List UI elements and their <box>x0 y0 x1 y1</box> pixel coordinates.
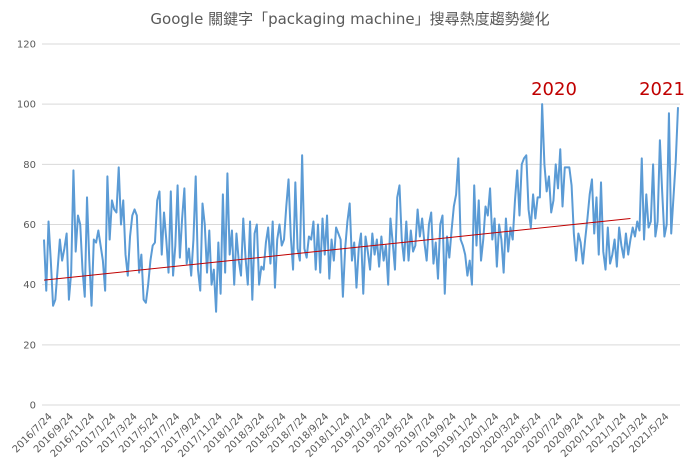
search-interest-line <box>43 103 679 313</box>
y-tick-label: 40 <box>23 280 36 291</box>
y-tick-label: 20 <box>23 340 36 351</box>
y-tick-label: 120 <box>17 40 36 51</box>
y-tick-label: 0 <box>30 401 36 412</box>
y-tick-label: 60 <box>23 220 36 231</box>
x-axis-tick-labels: 2016/7/242016/9/242016/11/242017/1/24201… <box>11 411 672 460</box>
y-tick-label: 80 <box>23 160 36 171</box>
y-tick-label: 100 <box>17 100 36 111</box>
linear-trendline <box>43 217 631 281</box>
chart-title: Google 關鍵字「packaging machine」搜尋熱度趨勢變化 <box>150 10 549 28</box>
y-axis-tick-labels: 0 20 40 60 80 100 120 <box>17 40 36 412</box>
annotation-2020: 2020 <box>531 79 577 100</box>
annotation-2021: 2021 <box>639 79 685 100</box>
